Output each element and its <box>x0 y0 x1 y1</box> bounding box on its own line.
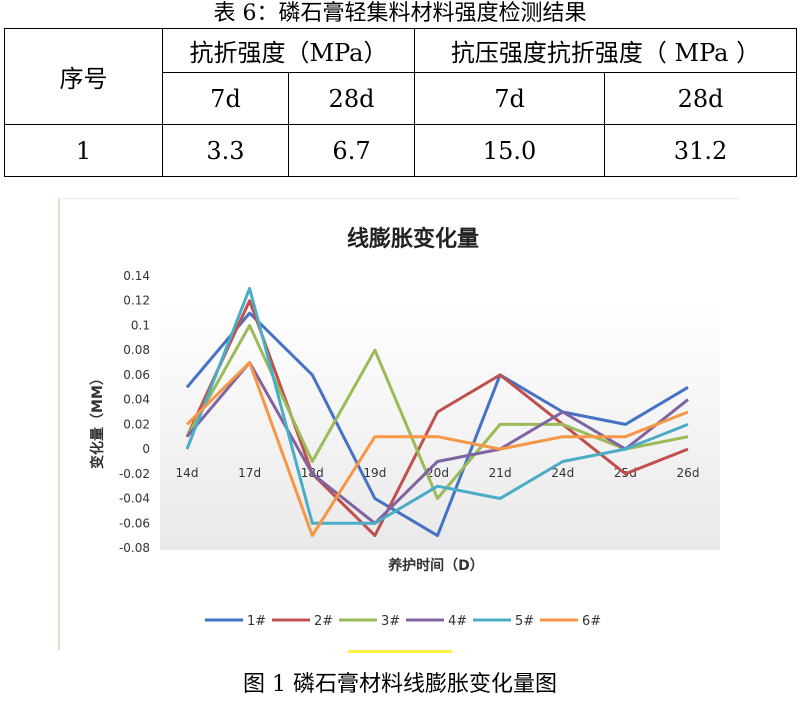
header-compressive-strength: 抗压强度抗折强度（ MPa ） <box>414 28 798 73</box>
subheader-cell: 7d <box>162 72 289 125</box>
table-cell: 1 <box>4 124 163 177</box>
x-tick-label: 17d <box>238 466 261 480</box>
series-line <box>185 299 689 538</box>
table-caption: 表 6：磷石膏轻集料材料强度检测结果 <box>213 1 587 26</box>
y-tick-label: 0 <box>142 442 150 456</box>
legend-label: 6# <box>582 614 601 629</box>
y-tick-label: -0.02 <box>119 467 150 481</box>
series-line <box>185 311 689 538</box>
table-cell: 3.3 <box>162 124 289 177</box>
highlight-mark <box>348 650 452 653</box>
figure-caption: 图 1 磷石膏材料线膨胀变化量图 <box>243 672 557 697</box>
x-tick-label: 24d <box>551 466 574 480</box>
legend: 1# 2# 3# 4# 5# 6# <box>205 614 601 629</box>
legend-label: 2# <box>314 614 333 629</box>
x-tick-label: 19d <box>363 466 386 480</box>
legend-label: 4# <box>448 614 467 629</box>
chart-frame <box>58 198 740 650</box>
x-tick-label: 21d <box>489 466 512 480</box>
y-tick-label: -0.08 <box>119 541 150 555</box>
y-tick-label: 0.14 <box>123 269 150 283</box>
chart-title: 线膨胀变化量 <box>347 226 479 252</box>
y-axis-label: 变化量（MM） <box>89 371 106 469</box>
y-tick-label: 0.1 <box>131 318 150 332</box>
legend-label: 1# <box>247 614 266 629</box>
x-axis-label: 养护时间（D） <box>387 557 484 574</box>
series-line <box>185 361 689 538</box>
table-cell: 31.2 <box>604 124 798 177</box>
legend-label: 3# <box>381 614 400 629</box>
y-tick-labels: 0.14 0.12 0.1 0.08 0.06 0.04 0.02 0 -0.02 -0.04 -0… <box>119 269 150 555</box>
x-tick-labels: 14d 17d 18d 19d 20d 21d 24d 25d 26d <box>176 466 700 480</box>
table-cell: 15.0 <box>414 124 606 177</box>
y-tick-label: 0.02 <box>123 417 150 431</box>
legend-label: 5# <box>515 614 534 629</box>
header-serial-no: 序号 <box>4 28 163 125</box>
strength-table: 序号 抗折强度（MPa） 抗压强度抗折强度（ MPa ） 7d 28d 7d 2… <box>4 28 798 177</box>
y-tick-label: 0.08 <box>123 343 150 357</box>
expansion-line-chart: 线膨胀变化量 养护时间（D） 变化量（MM） 0.140.120.10.080.… <box>89 226 720 629</box>
x-tick-label: 26d <box>677 466 700 480</box>
table-cell: 6.7 <box>287 124 416 177</box>
table-row: 1 3.3 6.7 15.0 31.2 <box>4 124 798 177</box>
subheader-cell: 28d <box>604 72 798 125</box>
y-tick-label: -0.04 <box>119 492 150 506</box>
series-lines <box>185 286 689 538</box>
y-tick-label: 0.06 <box>123 368 150 382</box>
y-tick-label: 0.04 <box>123 393 150 407</box>
subheader-cell: 7d <box>414 72 606 125</box>
x-tick-label: 20d <box>426 466 449 480</box>
y-tick-label: 0.12 <box>123 294 150 308</box>
y-tick-label: -0.06 <box>119 516 150 530</box>
x-tick-label: 14d <box>176 466 199 480</box>
subheader-cell: 28d <box>287 72 416 125</box>
series-line <box>185 286 689 525</box>
